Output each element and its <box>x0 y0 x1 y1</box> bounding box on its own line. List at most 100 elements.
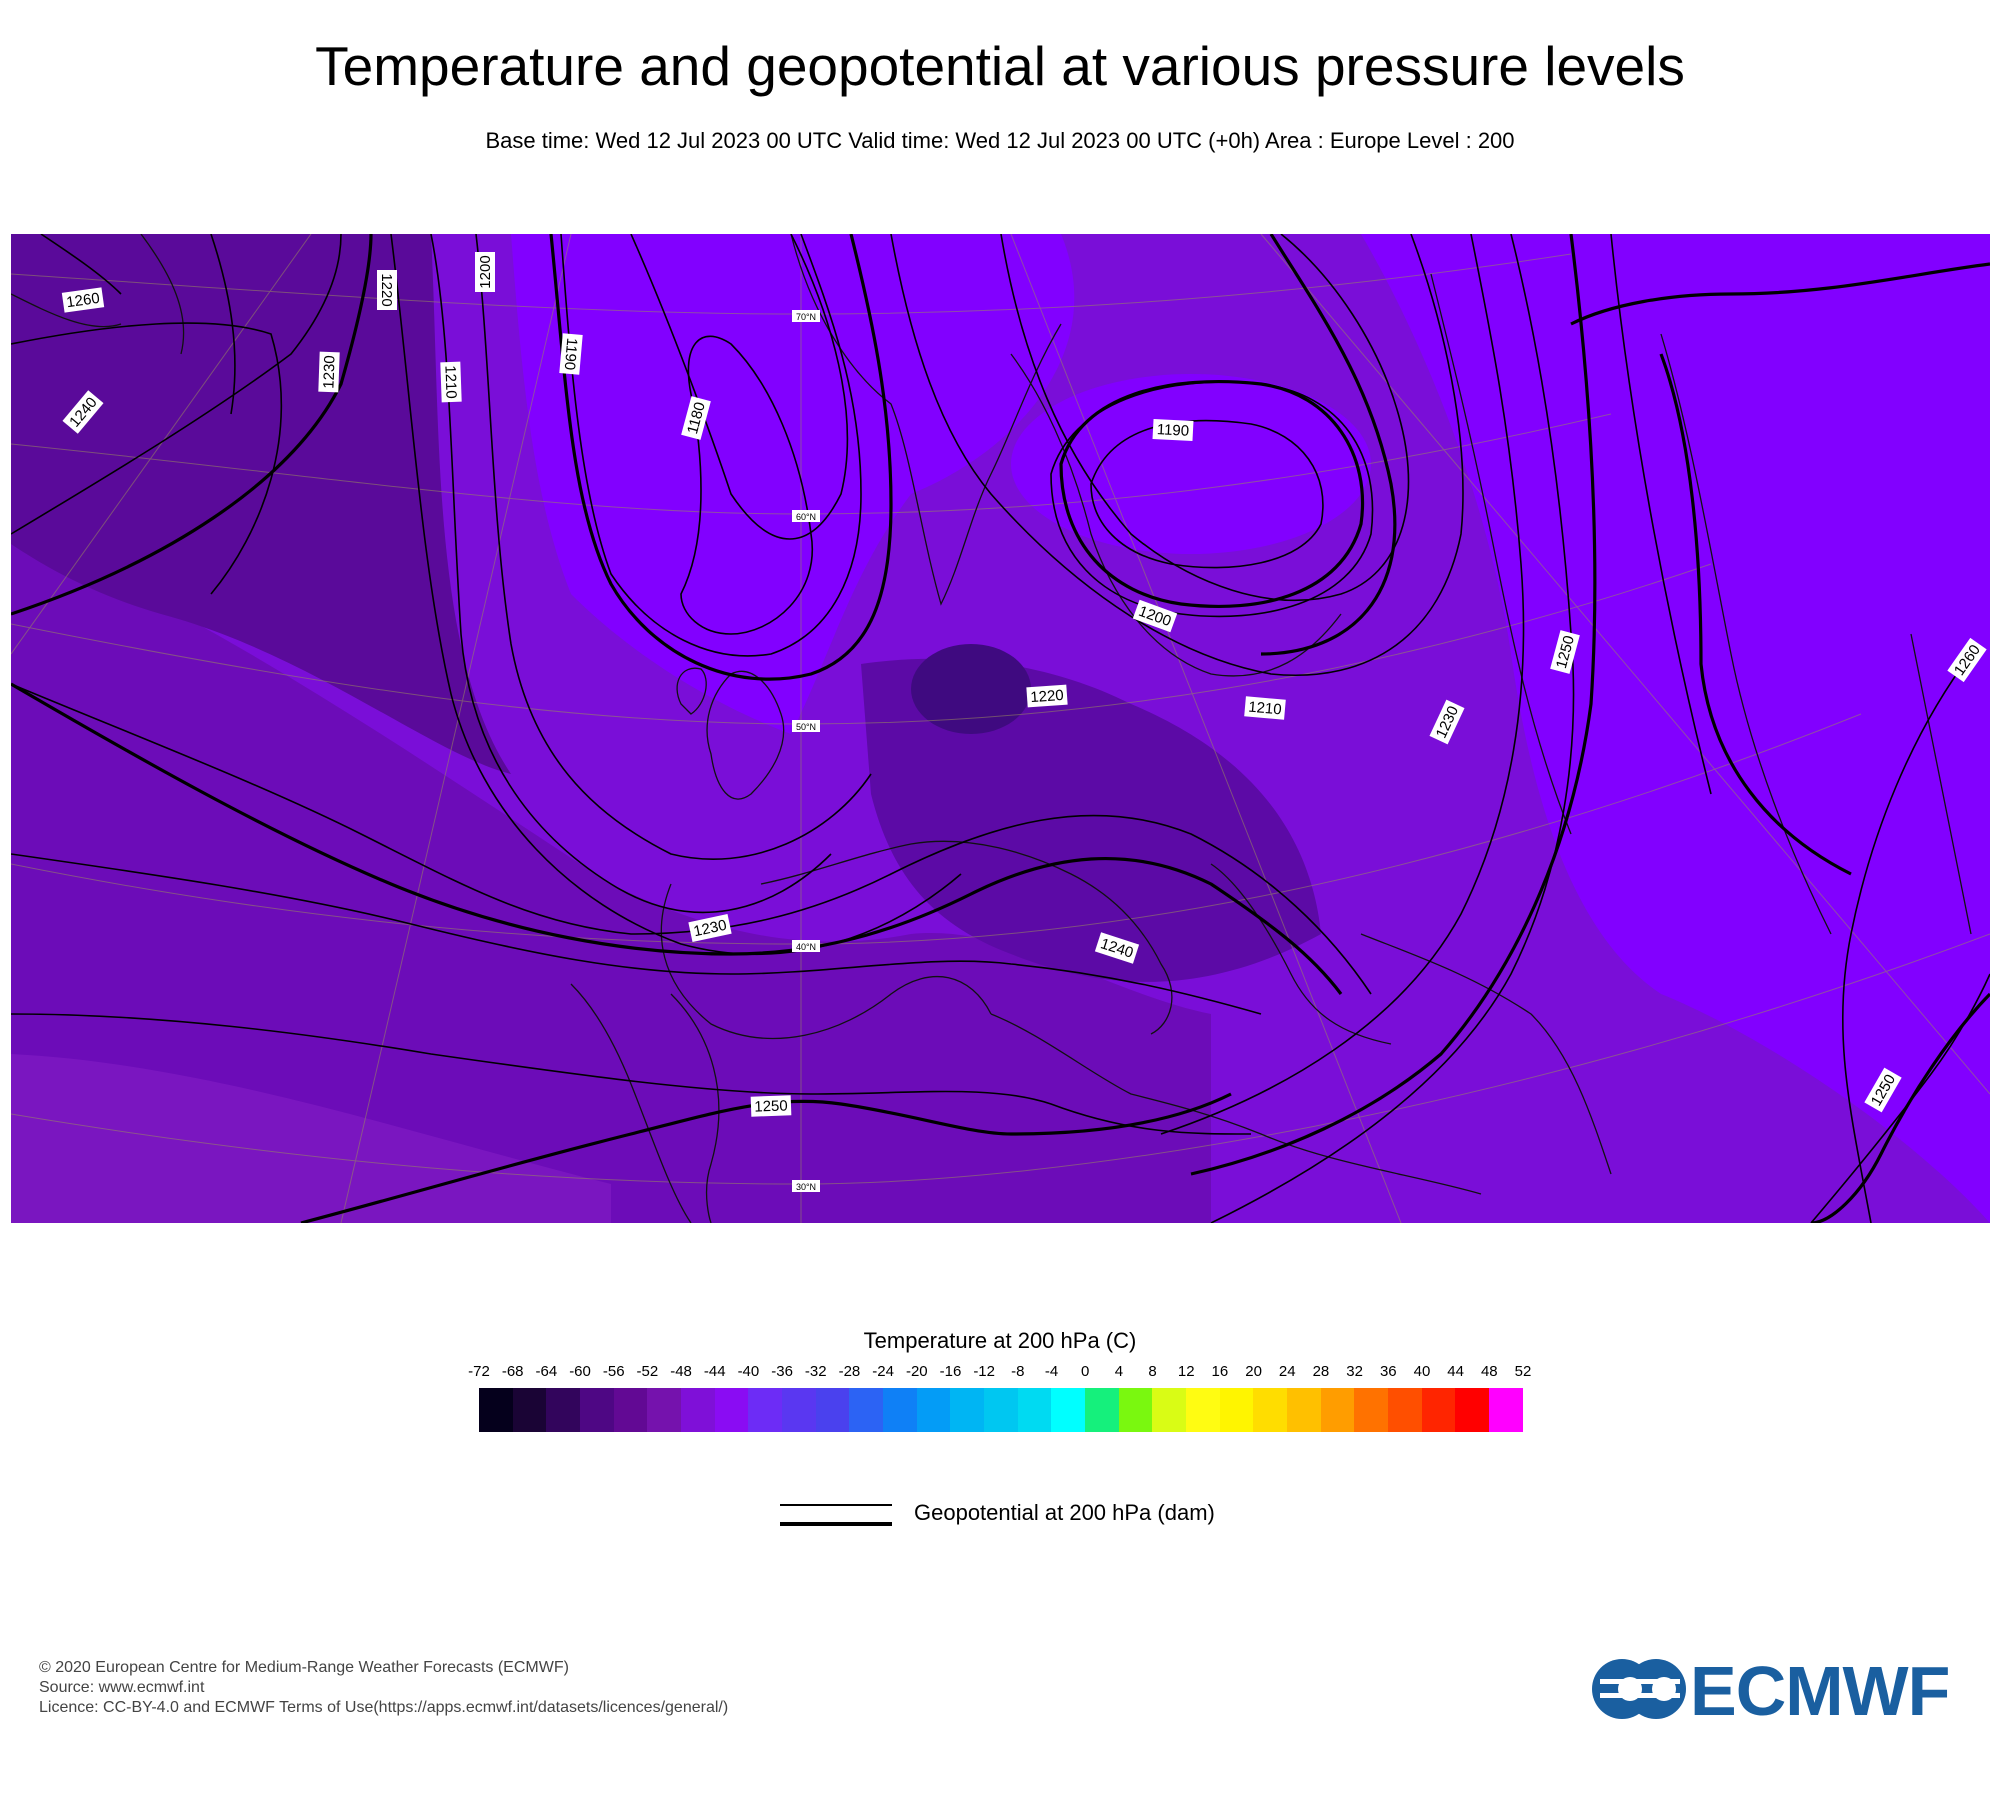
page-title: Temperature and geopotential at various … <box>315 35 1685 97</box>
temperature-warm-east <box>1361 234 1990 1223</box>
colorbar-tick-label: -28 <box>838 1363 861 1380</box>
colorbar-swatch <box>1152 1388 1187 1432</box>
colorbar-swatch <box>1051 1388 1086 1432</box>
svg-text:1230: 1230 <box>320 355 338 389</box>
ecmwf-logo[interactable]: ECMWF <box>1590 1652 1970 1730</box>
colorbar-swatch <box>1489 1388 1523 1432</box>
colorbar-swatch <box>1455 1388 1490 1432</box>
contour-labels: 1260 1240 1230 1220 1210 1200 1190 1180 … <box>61 252 1987 1117</box>
colorbar-tick-label: 20 <box>1245 1363 1262 1380</box>
colorbar-tick-label: -52 <box>636 1363 659 1380</box>
colorbar-tick-label: -60 <box>569 1363 591 1380</box>
colorbar-ticks: -72 -68 -64 -60 -56 -52 -48 -44 -40 -36 -32 -28 -24-… <box>468 1363 1531 1383</box>
contour-label-1210a: 1210 <box>440 361 462 403</box>
colorbar-swatch <box>1219 1388 1254 1432</box>
colorbar-tick-label: 52 <box>1514 1363 1532 1380</box>
svg-text:1210: 1210 <box>441 365 459 399</box>
temperature-cold-west <box>11 234 511 774</box>
colorbar-tick-label: 44 <box>1447 1363 1464 1380</box>
colorbar-swatch <box>950 1388 985 1432</box>
colorbar-swatch <box>1186 1388 1220 1432</box>
contour-label-1210b: 1210 <box>1244 696 1286 720</box>
footer: © 2020 European Centre for Medium-Range … <box>39 1658 728 1718</box>
colorbar-swatch <box>1388 1388 1422 1432</box>
contour-label-1230b: 1230 <box>1429 699 1465 745</box>
colorbar-tick-label: -12 <box>973 1363 995 1380</box>
colorbar-swatch <box>1253 1388 1288 1432</box>
colorbar-swatch <box>849 1388 884 1432</box>
page-subtitle: Base time: Wed 12 Jul 2023 00 UTC Valid … <box>485 128 1515 153</box>
svg-text:1190: 1190 <box>1156 421 1189 440</box>
temperature-coldest-core <box>911 644 1031 734</box>
colorbar-swatch <box>1354 1388 1389 1432</box>
colorbar-tick-label: 24 <box>1278 1363 1296 1380</box>
colorbar-tick-label: -4 <box>1044 1363 1059 1380</box>
colorbar-swatch <box>1287 1388 1321 1432</box>
map-panel[interactable]: 70°N 60°N 50°N 40°N 30°N 1260 1240 1230 … <box>11 234 1990 1223</box>
temperature-colorbar <box>479 1388 1523 1432</box>
svg-text:1210: 1210 <box>1248 699 1283 719</box>
colorbar-swatch <box>512 1388 547 1432</box>
colorbar-tick-label: 16 <box>1211 1363 1229 1380</box>
svg-text:1260: 1260 <box>65 290 100 311</box>
temperature-warm-north <box>511 234 1075 734</box>
contour-label-1220b: 1220 <box>1026 684 1068 708</box>
footer-licence: Licence: CC-BY-4.0 and ECMWF Terms of Us… <box>39 1699 729 1716</box>
temperature-warm-low <box>1011 374 1371 554</box>
colorbar-swatch <box>1320 1388 1355 1432</box>
svg-text:1220: 1220 <box>378 273 395 306</box>
lat-label-50: 50°N <box>796 722 816 732</box>
colorbar-swatch <box>782 1388 816 1432</box>
contour-label-1230c: 1230 <box>688 914 732 942</box>
colorbar-swatch <box>1017 1388 1052 1432</box>
contour-label-1190a: 1190 <box>559 333 583 375</box>
colorbar-tick-label: 28 <box>1312 1363 1330 1380</box>
colorbar-swatch <box>815 1388 850 1432</box>
lat-label-60: 60°N <box>796 512 816 522</box>
footer-source: Source: www.ecmwf.int <box>39 1679 205 1696</box>
lat-label-30: 30°N <box>796 1182 816 1192</box>
temperature-cold-central <box>861 658 1321 982</box>
svg-text:1200: 1200 <box>477 255 494 288</box>
colorbar-tick-label: 32 <box>1346 1363 1363 1380</box>
colorbar-tick-label: -8 <box>1011 1363 1025 1380</box>
colorbar-tick-label: 8 <box>1148 1363 1157 1380</box>
legend-title: Temperature at 200 hPa (C) <box>863 1328 1137 1353</box>
geopotential-contours-bold <box>11 234 1990 1223</box>
temperature-band-south <box>11 534 1211 1223</box>
colorbar-swatch <box>714 1388 749 1432</box>
map-svg: 70°N 60°N 50°N 40°N 30°N 1260 1240 1230 … <box>11 234 1990 1223</box>
contour-label-1250b: 1250 <box>750 1095 792 1117</box>
colorbar-tick-label: 12 <box>1177 1363 1195 1380</box>
colorbar-tick-label: -48 <box>670 1363 692 1380</box>
svg-text:1230: 1230 <box>692 917 728 941</box>
svg-text:1220: 1220 <box>1030 687 1064 706</box>
svg-text:1190: 1190 <box>561 337 581 371</box>
colorbar-tick-label: 40 <box>1413 1363 1431 1380</box>
colorbar-tick-label: 4 <box>1114 1363 1124 1380</box>
ecmwf-logo-text: ECMWF <box>1690 1652 1950 1730</box>
ecmwf-logo-icon <box>1592 1659 1686 1719</box>
colorbar-tick-label: -64 <box>535 1363 558 1380</box>
latitude-labels: 70°N 60°N 50°N 40°N 30°N <box>792 310 820 1192</box>
colorbar-swatch <box>1421 1388 1456 1432</box>
colorbar-swatch <box>580 1388 614 1432</box>
colorbar-tick-label: -32 <box>804 1363 827 1380</box>
colorbar-swatch <box>647 1388 682 1432</box>
contour-label-1260a: 1260 <box>61 287 105 313</box>
lat-label-40: 40°N <box>796 942 816 952</box>
colorbar-swatch <box>984 1388 1018 1432</box>
colorbar-swatch <box>883 1388 917 1432</box>
colorbar-swatch <box>546 1388 581 1432</box>
contour-label-1200a: 1200 <box>475 252 495 292</box>
contour-label-1230a: 1230 <box>318 351 340 393</box>
colorbar-swatch <box>613 1388 648 1432</box>
colorbar-swatch <box>681 1388 715 1432</box>
coastlines <box>11 234 1972 1223</box>
colorbar-tick-label: -68 <box>501 1363 524 1380</box>
svg-text:1250: 1250 <box>754 1097 788 1115</box>
colorbar-tick-label: -20 <box>905 1363 928 1380</box>
colorbar-tick-label: -72 <box>468 1363 490 1380</box>
colorbar-swatch <box>748 1388 783 1432</box>
colorbar-tick-label: -24 <box>872 1363 894 1380</box>
